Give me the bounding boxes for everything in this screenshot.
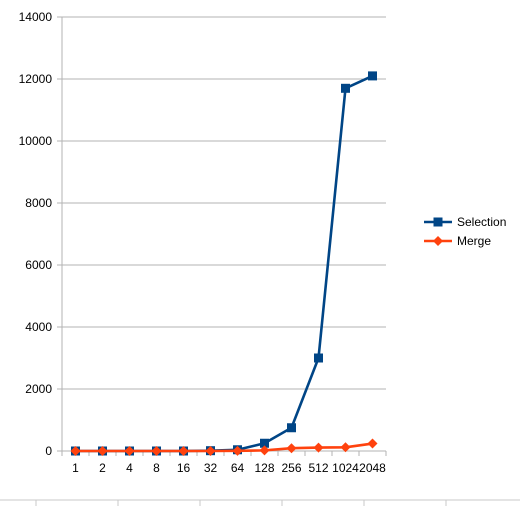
x-tick-label: 2048 — [359, 461, 386, 475]
y-tick-label: 10000 — [19, 134, 53, 148]
legend: Selection Merge — [424, 215, 506, 248]
y-tick-label: 0 — [45, 444, 52, 458]
data-point-diamond — [97, 446, 108, 456]
data-point-diamond — [151, 446, 162, 456]
data-point-diamond — [124, 446, 135, 456]
y-tick-label: 12000 — [19, 72, 53, 86]
x-tick-label: 16 — [177, 461, 191, 475]
gridlines — [62, 16, 386, 390]
data-point-diamond — [259, 445, 270, 456]
axes — [57, 16, 387, 456]
x-tick-label: 8 — [153, 461, 160, 475]
data-point-diamond — [367, 438, 378, 449]
data-point-square — [287, 423, 296, 433]
data-point-square — [368, 71, 377, 81]
x-tick-label: 64 — [231, 461, 245, 475]
x-tick-label: 128 — [254, 461, 274, 475]
y-tick-label: 14000 — [19, 10, 53, 24]
series-lines — [70, 71, 378, 456]
x-axis-tick-labels: 1 2 4 8 16 32 64 128 256 512 1024 2048 — [72, 461, 386, 475]
x-tick-label: 512 — [308, 461, 328, 475]
data-point-square — [341, 83, 350, 93]
legend-label: Selection — [457, 215, 506, 229]
x-tick-label: 4 — [126, 461, 133, 475]
data-point-diamond — [205, 446, 216, 456]
data-point-diamond — [286, 443, 297, 454]
y-tick-label: 2000 — [25, 382, 52, 396]
legend-item-selection: Selection — [424, 215, 506, 229]
y-tick-label: 6000 — [25, 258, 52, 272]
x-tick-label: 256 — [281, 461, 301, 475]
sheet-footer-ticks — [0, 499, 520, 506]
y-tick-label: 4000 — [25, 320, 52, 334]
y-axis-tick-labels: 0 2000 4000 6000 8000 10000 12000 14000 — [19, 10, 53, 458]
x-tick-label: 32 — [204, 461, 218, 475]
x-tick-label: 1024 — [332, 461, 359, 475]
data-point-square — [314, 353, 323, 363]
x-tick-label: 1 — [72, 461, 79, 475]
y-tick-label: 8000 — [25, 196, 52, 210]
legend-label: Merge — [457, 234, 491, 248]
x-tick-label: 2 — [99, 461, 106, 475]
series-selection — [71, 71, 377, 456]
series-line-selection — [75, 74, 374, 453]
series-merge — [70, 438, 378, 456]
data-point-diamond — [70, 446, 81, 456]
series-line-merge — [75, 442, 373, 453]
data-point-square — [260, 438, 269, 448]
data-point-square — [433, 217, 443, 227]
data-point-diamond — [433, 236, 443, 246]
data-point-diamond — [178, 446, 189, 456]
data-point-diamond — [232, 445, 243, 456]
data-point-diamond — [313, 442, 324, 453]
legend-item-merge: Merge — [424, 234, 491, 248]
data-point-diamond — [340, 442, 351, 453]
